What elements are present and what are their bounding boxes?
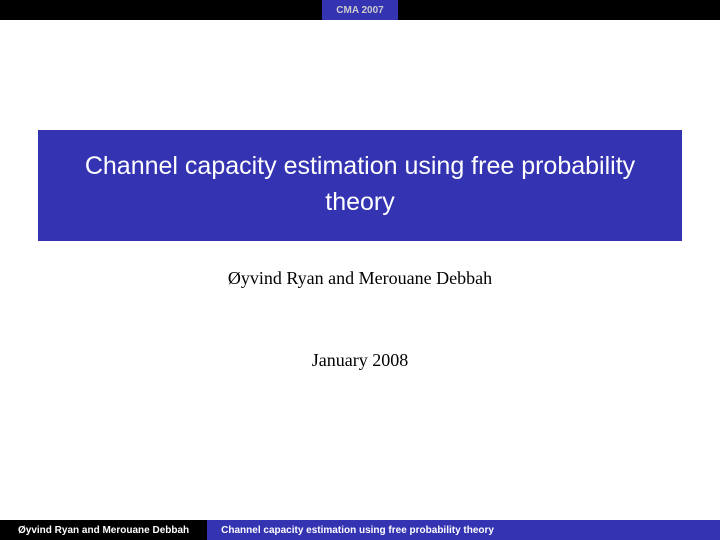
header-bar: CMA 2007 — [0, 0, 720, 20]
authors-line: Øyvind Ryan and Merouane Debbah — [0, 268, 720, 289]
date-line: January 2008 — [0, 350, 720, 371]
footer-title: Channel capacity estimation using free p… — [207, 520, 720, 540]
footer-bar: Øyvind Ryan and Merouane Debbah Channel … — [0, 520, 720, 540]
footer-authors: Øyvind Ryan and Merouane Debbah — [0, 520, 207, 540]
slide-title: Channel capacity estimation using free p… — [54, 148, 666, 221]
header-tab: CMA 2007 — [322, 0, 397, 20]
title-block: Channel capacity estimation using free p… — [38, 130, 682, 241]
header-tab-label: CMA 2007 — [336, 5, 383, 16]
